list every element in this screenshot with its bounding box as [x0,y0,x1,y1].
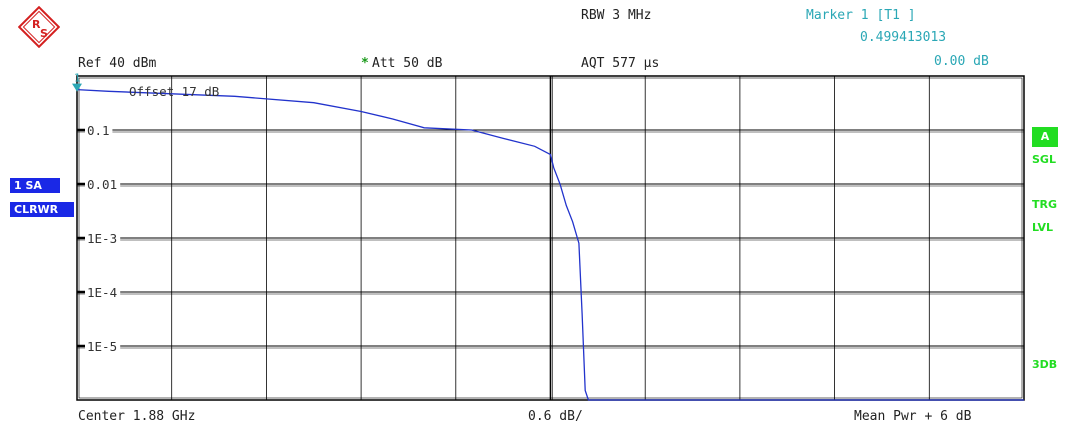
trace-line [76,88,1024,401]
trace-mode-badge: CLRWR [10,202,74,217]
att-star: * [361,56,369,71]
mean-power-label: Mean Pwr + 6 dB [854,409,972,424]
y-tick-label: 1E-3 [87,231,117,246]
y-tick-label-bg [85,338,121,354]
trace-badge: 1 SA [10,178,60,193]
rbw-label: RBW 3 MHz [581,8,652,23]
indicator-trg: TRG [1032,198,1058,211]
marker-number: 1 [74,72,81,85]
attenuation: Att 50 dB [372,56,443,71]
y-tick-label-bg [85,122,113,138]
y-tick-label-bg [85,284,121,300]
logo-text-s: S [40,27,48,40]
marker-triangle-icon [72,83,82,92]
y-tick-label: 1E-5 [87,339,117,354]
ref-level: Ref 40 dBm [78,56,157,71]
y-tick-label-bg [85,176,121,192]
scale-per-div: 0.6 dB/ [528,409,583,424]
indicator-sgl: SGL [1032,153,1056,166]
marker-y-value: 0.00 dB [934,54,989,69]
indicator-lvl: LVL [1032,221,1054,234]
y-tick-label: 1E-4 [87,285,117,300]
marker-label: Marker 1 [T1 ] [806,8,916,23]
acquisition-time: AQT 577 µs [581,56,660,71]
indicator-3db: 3DB [1032,358,1058,371]
y-tick-label: 0.01 [87,177,117,192]
y-tick-label: 0.1 [87,123,110,138]
y-tick-label-bg [85,230,121,246]
center-frequency: Center 1.88 GHz [78,409,196,424]
indicator-a: A [1032,127,1058,147]
rohde-schwarz-logo-icon: R S [18,6,60,48]
logo-text-r: R [32,18,41,31]
offset-label: Offset 17 dB [129,84,219,99]
marker-x-value: 0.499413013 [860,30,947,45]
